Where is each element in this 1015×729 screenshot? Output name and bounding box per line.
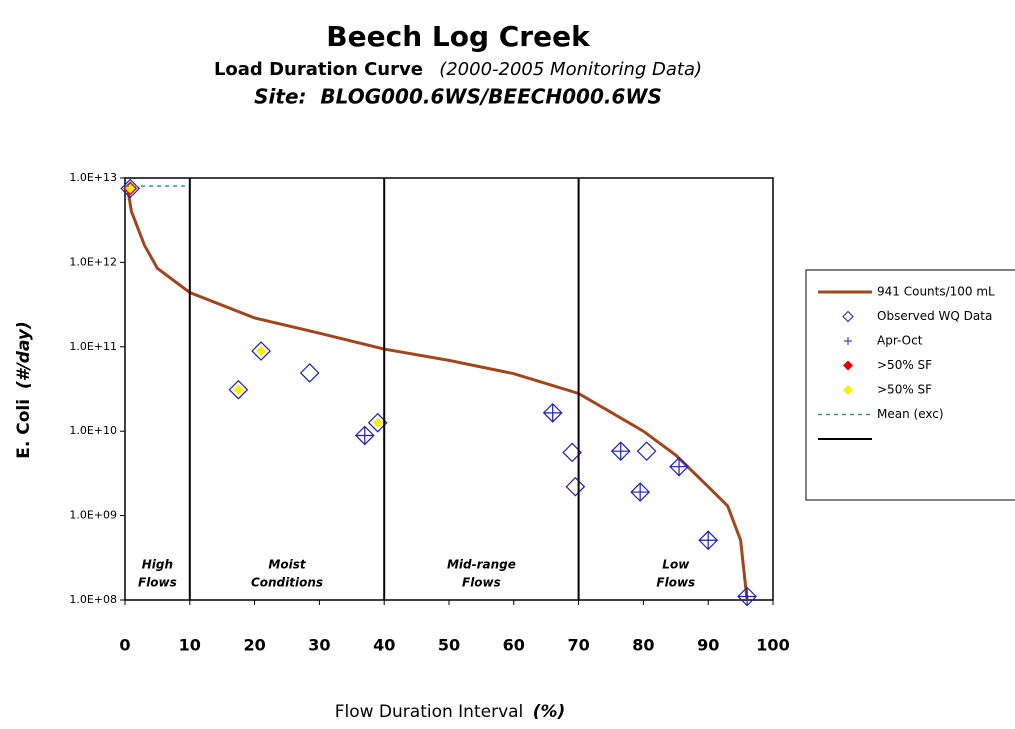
observed-point xyxy=(610,441,631,462)
site: Site: BLOG000.6WS/BEECH000.6WS xyxy=(254,85,662,109)
zone-label: High xyxy=(142,558,173,572)
y-tick-label: 1.0E+12 xyxy=(69,255,117,268)
x-tick-label: 100 xyxy=(756,636,789,655)
x-axis-label: Flow Duration Interval (%) xyxy=(335,702,566,722)
legend-label: Observed WQ Data xyxy=(877,309,992,323)
x-tick-label: 20 xyxy=(243,636,265,655)
apr-oct-point xyxy=(670,457,689,476)
x-tick-label: 10 xyxy=(179,636,201,655)
y-tick-label: 1.0E+10 xyxy=(69,424,117,437)
sf-point xyxy=(256,346,267,357)
apr-oct-point xyxy=(631,483,650,502)
observed-point xyxy=(228,379,249,400)
x-tick-label: 80 xyxy=(632,636,654,655)
x-tick-label: 90 xyxy=(697,636,719,655)
x-tick-label: 50 xyxy=(438,636,460,655)
apr-oct-point xyxy=(699,531,718,550)
y-label-unit: (#/day) xyxy=(14,321,34,389)
x-tick-label: 30 xyxy=(308,636,330,655)
y-tick-label: 1.0E+11 xyxy=(69,340,117,353)
zone-label: Moist xyxy=(268,558,306,572)
x-label: Flow Duration Interval xyxy=(335,702,524,722)
x-tick-label: 40 xyxy=(373,636,395,655)
chart-subtitle: Load Duration Curve (2000-2005 Monitorin… xyxy=(214,59,702,80)
legend-swatch xyxy=(843,360,853,371)
sf-point xyxy=(125,183,136,194)
zone-label: Flows xyxy=(656,576,695,590)
x-tick-label: 0 xyxy=(119,636,130,655)
apr-oct-point xyxy=(738,587,757,606)
chart-title: Beech Log Creek xyxy=(326,20,591,53)
zone-label: Flows xyxy=(138,576,177,590)
y-axis-label: E. Coli (#/day) xyxy=(14,321,34,459)
x-label-unit: (%) xyxy=(533,702,566,722)
observed-point xyxy=(565,476,586,497)
legend-swatch xyxy=(844,337,852,345)
y-tick-label: 1.0E+13 xyxy=(69,171,117,184)
y-tick-label: 1.0E+09 xyxy=(69,509,117,522)
zone-label: Low xyxy=(662,558,690,572)
zone-label: Conditions xyxy=(251,576,323,590)
plot-area xyxy=(124,177,774,601)
legend-swatch xyxy=(843,385,853,395)
legend-box xyxy=(805,269,1015,501)
legend-label: Apr-Oct xyxy=(877,334,923,348)
apr-oct-point xyxy=(543,403,562,422)
subtitle-note: (2000-2005 Monitoring Data) xyxy=(439,59,702,80)
apr-oct-point xyxy=(355,426,374,445)
legend-label: 941 Counts/100 mL xyxy=(877,285,995,299)
duration-curve xyxy=(125,184,749,601)
legend-swatch xyxy=(842,310,854,323)
apr-oct-point xyxy=(611,442,630,461)
x-tick-label: 70 xyxy=(567,636,589,655)
zone-label: Mid-range xyxy=(447,558,516,572)
y-label: E. Coli xyxy=(14,399,34,459)
legend-label: >50% SF xyxy=(877,383,932,397)
observed-point xyxy=(299,363,320,383)
y-tick-label: 1.0E+08 xyxy=(69,593,117,606)
subtitle: Load Duration Curve xyxy=(214,59,423,80)
observed-point xyxy=(251,341,271,361)
x-tick-label: 60 xyxy=(503,636,525,655)
legend-label: >50% SF xyxy=(877,358,932,372)
legend-label: Mean (exc) xyxy=(877,407,944,421)
sf-point xyxy=(372,417,383,428)
observed-point xyxy=(636,441,657,462)
sf-point xyxy=(233,384,244,395)
zone-label: Flows xyxy=(462,576,501,590)
